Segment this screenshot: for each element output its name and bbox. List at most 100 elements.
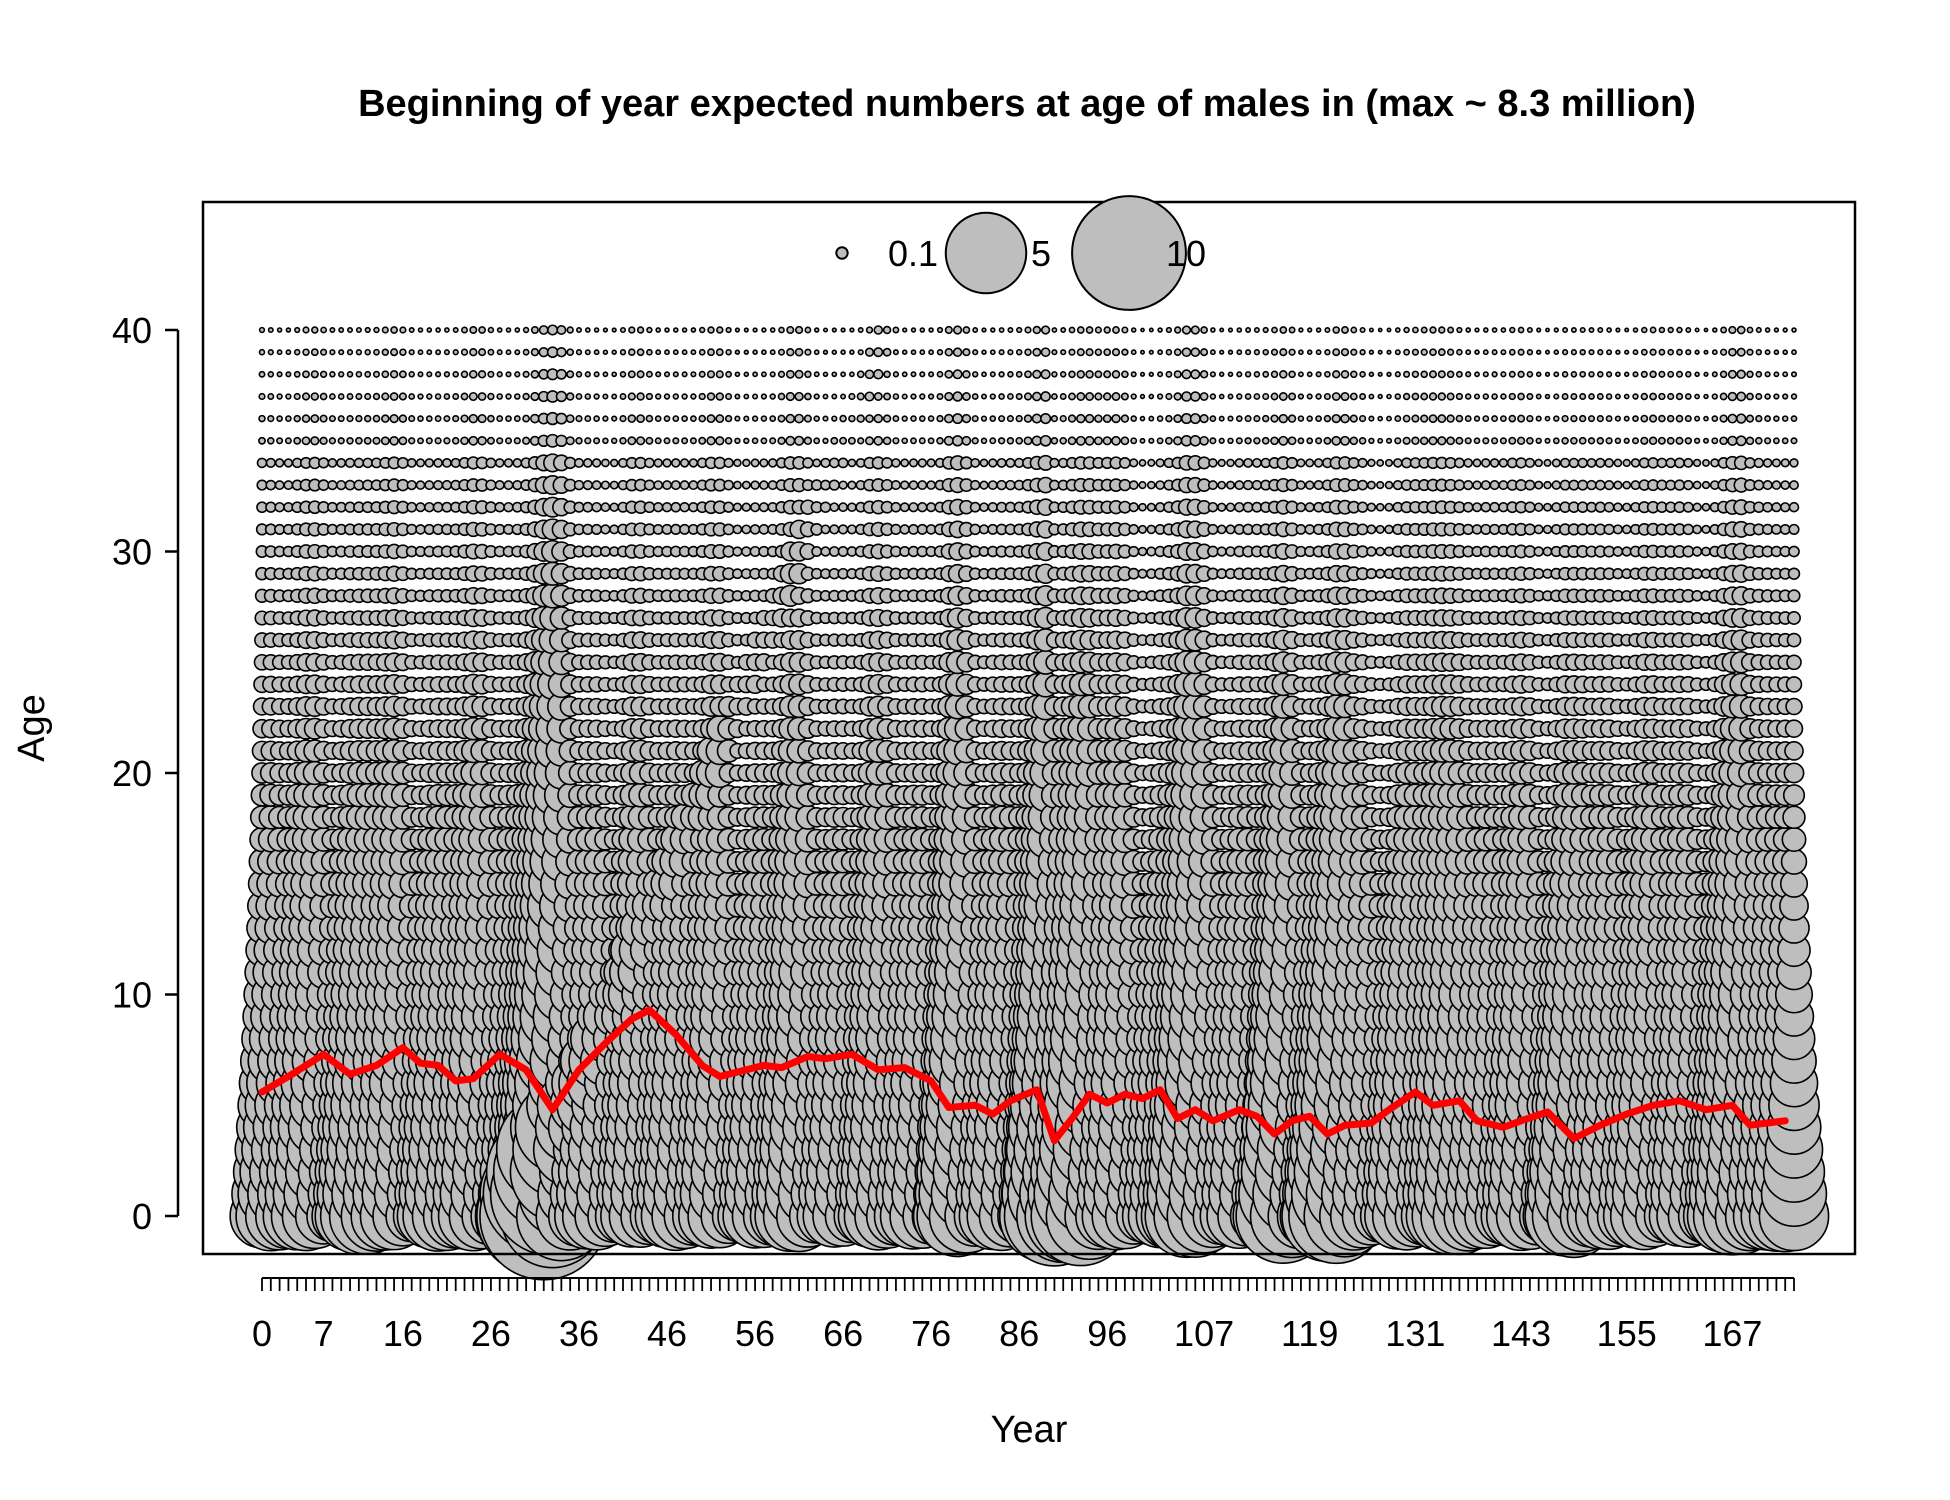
bubble xyxy=(873,435,884,446)
bubble xyxy=(1165,370,1173,378)
bubble xyxy=(276,437,284,445)
bubble xyxy=(962,326,971,334)
bubble xyxy=(1146,480,1156,490)
bubble xyxy=(301,392,311,401)
bubble xyxy=(344,457,356,469)
bubble xyxy=(293,436,302,445)
bubble xyxy=(444,327,450,333)
bubble xyxy=(698,414,707,423)
bubble xyxy=(1270,370,1279,379)
bubble xyxy=(584,371,591,378)
bubble xyxy=(276,415,283,422)
bubble xyxy=(389,435,399,446)
bubble xyxy=(381,348,390,356)
bubble xyxy=(743,371,750,378)
bubble xyxy=(555,368,567,380)
bubble xyxy=(611,415,618,422)
bubble xyxy=(1245,327,1252,333)
bubble xyxy=(611,393,618,400)
bubble xyxy=(1024,348,1032,356)
bubble xyxy=(1279,370,1288,379)
bubble xyxy=(679,480,690,491)
bubble xyxy=(654,437,662,445)
bubble xyxy=(496,349,503,356)
bubble xyxy=(1190,391,1201,402)
bubble xyxy=(1288,326,1296,334)
bubble xyxy=(1005,479,1016,491)
bubble xyxy=(813,327,820,333)
bubble xyxy=(505,415,512,422)
bubble xyxy=(1068,348,1076,356)
bubble xyxy=(681,393,688,400)
bubble xyxy=(698,326,706,334)
bubble xyxy=(398,392,407,401)
bubble xyxy=(892,371,900,378)
bubble xyxy=(1296,480,1306,490)
bubble xyxy=(741,524,752,535)
bubble xyxy=(971,415,979,423)
bubble xyxy=(452,393,460,400)
bubble xyxy=(258,392,266,401)
bubble xyxy=(575,349,583,356)
bubble xyxy=(593,371,600,378)
bubble xyxy=(408,437,416,445)
bubble xyxy=(899,480,910,490)
bubble xyxy=(1297,371,1304,378)
bubble xyxy=(803,392,812,401)
bubble xyxy=(840,371,846,378)
bubble xyxy=(1209,437,1217,445)
bubble xyxy=(1031,391,1042,402)
bubble xyxy=(723,479,734,491)
bubble xyxy=(741,480,751,490)
bubble xyxy=(327,479,338,491)
bubble xyxy=(441,457,452,468)
bubble xyxy=(725,348,732,356)
bubble xyxy=(1155,458,1165,468)
bubble xyxy=(1015,348,1023,356)
bubble xyxy=(1023,414,1033,423)
bubble xyxy=(672,437,680,445)
bubble xyxy=(1068,326,1076,334)
bubble xyxy=(1234,480,1245,491)
bubble xyxy=(468,391,478,402)
bubble xyxy=(1111,348,1121,357)
bubble xyxy=(857,327,864,333)
bubble xyxy=(406,523,418,536)
bubble xyxy=(936,370,944,378)
bubble xyxy=(952,347,963,357)
bubble xyxy=(1094,326,1102,334)
bubble xyxy=(916,523,928,535)
bubble xyxy=(522,348,530,356)
bubble xyxy=(285,371,292,378)
bubble xyxy=(760,415,768,422)
bubble xyxy=(1288,348,1296,356)
bubble xyxy=(1076,326,1085,334)
bubble xyxy=(505,371,512,378)
bubble xyxy=(646,326,653,334)
bubble xyxy=(381,326,389,334)
bubble xyxy=(1253,437,1261,445)
bubble xyxy=(555,390,568,403)
bubble xyxy=(1068,392,1076,401)
bubble xyxy=(910,349,917,356)
bubble xyxy=(584,415,592,423)
bubble xyxy=(609,502,619,512)
bubble xyxy=(329,326,336,333)
bubble xyxy=(380,436,390,446)
bubble xyxy=(847,480,857,490)
bubble xyxy=(707,348,715,357)
bubble xyxy=(530,391,540,402)
bubble xyxy=(1253,415,1261,423)
bubble xyxy=(662,480,672,491)
bubble xyxy=(452,349,459,356)
bubble xyxy=(1059,371,1067,378)
bubble xyxy=(803,414,812,423)
bubble xyxy=(890,523,902,535)
bubble xyxy=(301,436,311,446)
bubble xyxy=(972,327,979,333)
bubble xyxy=(1236,349,1243,356)
bubble xyxy=(892,349,899,356)
bubble xyxy=(294,326,301,334)
bubble xyxy=(706,370,716,379)
bubble xyxy=(1251,479,1263,491)
